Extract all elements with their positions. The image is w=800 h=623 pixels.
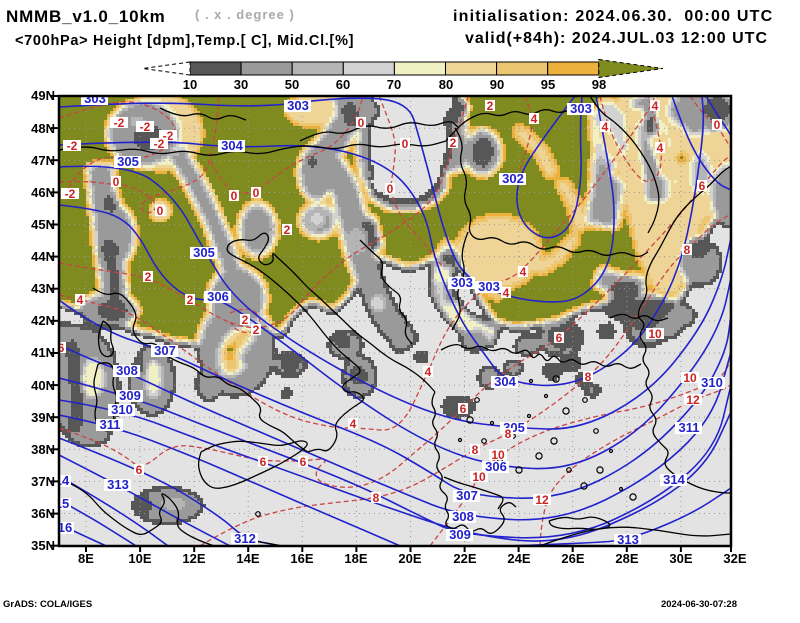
svg-text:50: 50 (285, 77, 299, 92)
svg-text:valid(+84h): 2024.JUL.03 12:00: valid(+84h): 2024.JUL.03 12:00 UTC (465, 30, 768, 47)
svg-text:98: 98 (592, 77, 606, 92)
svg-text:30: 30 (234, 77, 248, 92)
svg-text:90: 90 (490, 77, 504, 92)
svg-text:10: 10 (183, 77, 197, 92)
svg-text:initialisation: 2024.06.30. 0: initialisation: 2024.06.30. 00:00 UTC (453, 8, 773, 25)
svg-text:NMMB_v1.0_10km: NMMB_v1.0_10km (6, 7, 166, 26)
svg-text:( . x . degree ): ( . x . degree ) (195, 7, 295, 22)
svg-text:95: 95 (541, 77, 555, 92)
svg-text:80: 80 (439, 77, 453, 92)
svg-text:60: 60 (336, 77, 350, 92)
svg-text:<700hPa> Height [dpm],Temp.[ C: <700hPa> Height [dpm],Temp.[ C], Mid.Cl.… (15, 33, 354, 49)
svg-text:70: 70 (387, 77, 401, 92)
